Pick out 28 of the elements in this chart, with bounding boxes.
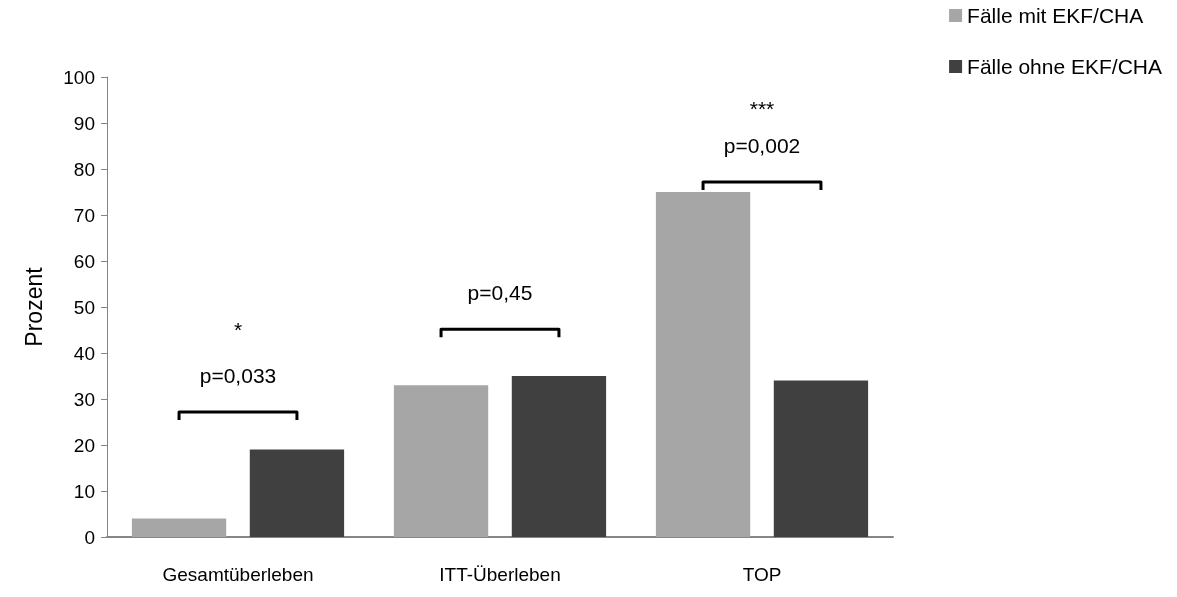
bar	[511, 376, 607, 537]
y-tick-label: 30	[73, 388, 95, 410]
annotation: ***	[749, 97, 775, 122]
y-tick-label: 10	[73, 480, 95, 502]
annotation: p=0,033	[199, 364, 277, 388]
bar	[655, 192, 751, 537]
annotation: p=0,002	[723, 134, 801, 158]
x-tick-label: ITT-Überleben	[439, 564, 561, 585]
bar	[393, 385, 489, 537]
y-tick-label: 90	[73, 112, 95, 134]
y-tick-label: 50	[73, 296, 95, 318]
y-tick-label: 80	[73, 158, 95, 180]
y-tick-label: 100	[63, 66, 95, 88]
bar	[773, 380, 869, 537]
annotation: *	[233, 318, 243, 342]
y-tick-label: 0	[84, 526, 95, 548]
y-axis-title: Prozent	[20, 266, 47, 347]
bar	[249, 449, 345, 537]
y-tick-label: 60	[73, 250, 95, 272]
annotation: p=0,45	[467, 281, 533, 306]
legend-label: Fälle mit EKF/CHA	[967, 4, 1144, 27]
y-tick-label: 20	[73, 434, 95, 456]
y-tick-label: 70	[73, 204, 95, 226]
x-tick-label: Gesamtüberleben	[162, 564, 314, 585]
x-tick-label: TOP	[742, 564, 782, 585]
bar	[131, 518, 227, 537]
legend-label: Fälle ohne EKF/CHA	[967, 55, 1163, 78]
y-tick-label: 40	[73, 342, 95, 364]
